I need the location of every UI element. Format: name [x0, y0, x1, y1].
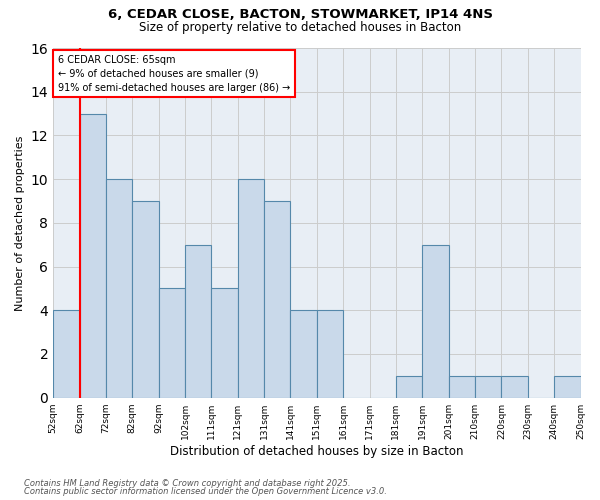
Bar: [158, 288, 185, 398]
Bar: [422, 244, 449, 398]
Bar: [238, 179, 264, 398]
Text: 6 CEDAR CLOSE: 65sqm
← 9% of detached houses are smaller (9)
91% of semi-detache: 6 CEDAR CLOSE: 65sqm ← 9% of detached ho…: [58, 54, 290, 92]
Bar: [185, 244, 211, 398]
Bar: [502, 376, 528, 398]
Bar: [132, 201, 158, 398]
Bar: [475, 376, 502, 398]
Text: 6, CEDAR CLOSE, BACTON, STOWMARKET, IP14 4NS: 6, CEDAR CLOSE, BACTON, STOWMARKET, IP14…: [107, 8, 493, 20]
Bar: [106, 179, 132, 398]
Bar: [449, 376, 475, 398]
Bar: [264, 201, 290, 398]
Bar: [290, 310, 317, 398]
Y-axis label: Number of detached properties: Number of detached properties: [15, 135, 25, 310]
Bar: [80, 114, 106, 398]
Text: Contains public sector information licensed under the Open Government Licence v3: Contains public sector information licen…: [24, 487, 387, 496]
Bar: [53, 310, 80, 398]
Bar: [211, 288, 238, 398]
Bar: [554, 376, 581, 398]
Bar: [317, 310, 343, 398]
X-axis label: Distribution of detached houses by size in Bacton: Distribution of detached houses by size …: [170, 444, 464, 458]
Text: Contains HM Land Registry data © Crown copyright and database right 2025.: Contains HM Land Registry data © Crown c…: [24, 478, 350, 488]
Bar: [396, 376, 422, 398]
Text: Size of property relative to detached houses in Bacton: Size of property relative to detached ho…: [139, 21, 461, 34]
